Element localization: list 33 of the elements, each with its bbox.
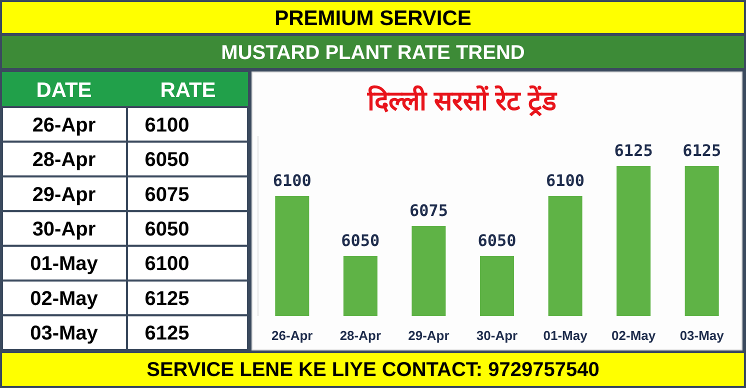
category-label: 26-Apr <box>32 114 96 136</box>
x-tick-label: 02-May <box>612 328 656 343</box>
x-tick-label: 29-Apr <box>408 328 450 343</box>
data-label: 6050 <box>341 231 380 250</box>
data-label: 6125 <box>144 322 190 345</box>
category-label: 01-May <box>30 253 99 276</box>
x-tick-label: 01-May <box>543 328 588 343</box>
data-label: 6050 <box>478 231 516 250</box>
category-label: 02-May <box>30 288 99 310</box>
text: MUSTARD PLANT RATE TREND <box>221 42 525 64</box>
data-label: 6125 <box>682 141 722 160</box>
data-label: 6050 <box>144 149 190 172</box>
x-tick-label: 30-Apr <box>476 328 518 343</box>
text: RATE <box>160 79 216 102</box>
category-label: 29-Apr <box>32 184 96 206</box>
x-tick-label: 03-May <box>680 328 725 343</box>
x-tick-label: 28-Apr <box>340 328 382 343</box>
text: SERVICE LENE KE LIYE CONTACT: 9729757540 <box>146 359 600 381</box>
data-label: 6125 <box>614 141 653 160</box>
data-label: 6100 <box>272 171 312 190</box>
data-label: 6050 <box>144 218 190 240</box>
chart-title: दिल्ली सरसों रेट ट्रेंड <box>366 85 558 117</box>
text: DATE <box>36 79 92 102</box>
data-label: 6075 <box>144 184 190 206</box>
data-label: 6100 <box>144 253 190 276</box>
data-label: 6100 <box>144 114 190 136</box>
x-tick-label: 26-Apr <box>272 328 313 343</box>
text: PREMIUM SERVICE <box>274 7 472 30</box>
category-label: 30-Apr <box>32 218 96 240</box>
data-label: 6125 <box>144 288 190 310</box>
data-label: 6100 <box>546 171 585 190</box>
data-label: 6075 <box>409 201 448 220</box>
category-label: 28-Apr <box>32 149 96 172</box>
